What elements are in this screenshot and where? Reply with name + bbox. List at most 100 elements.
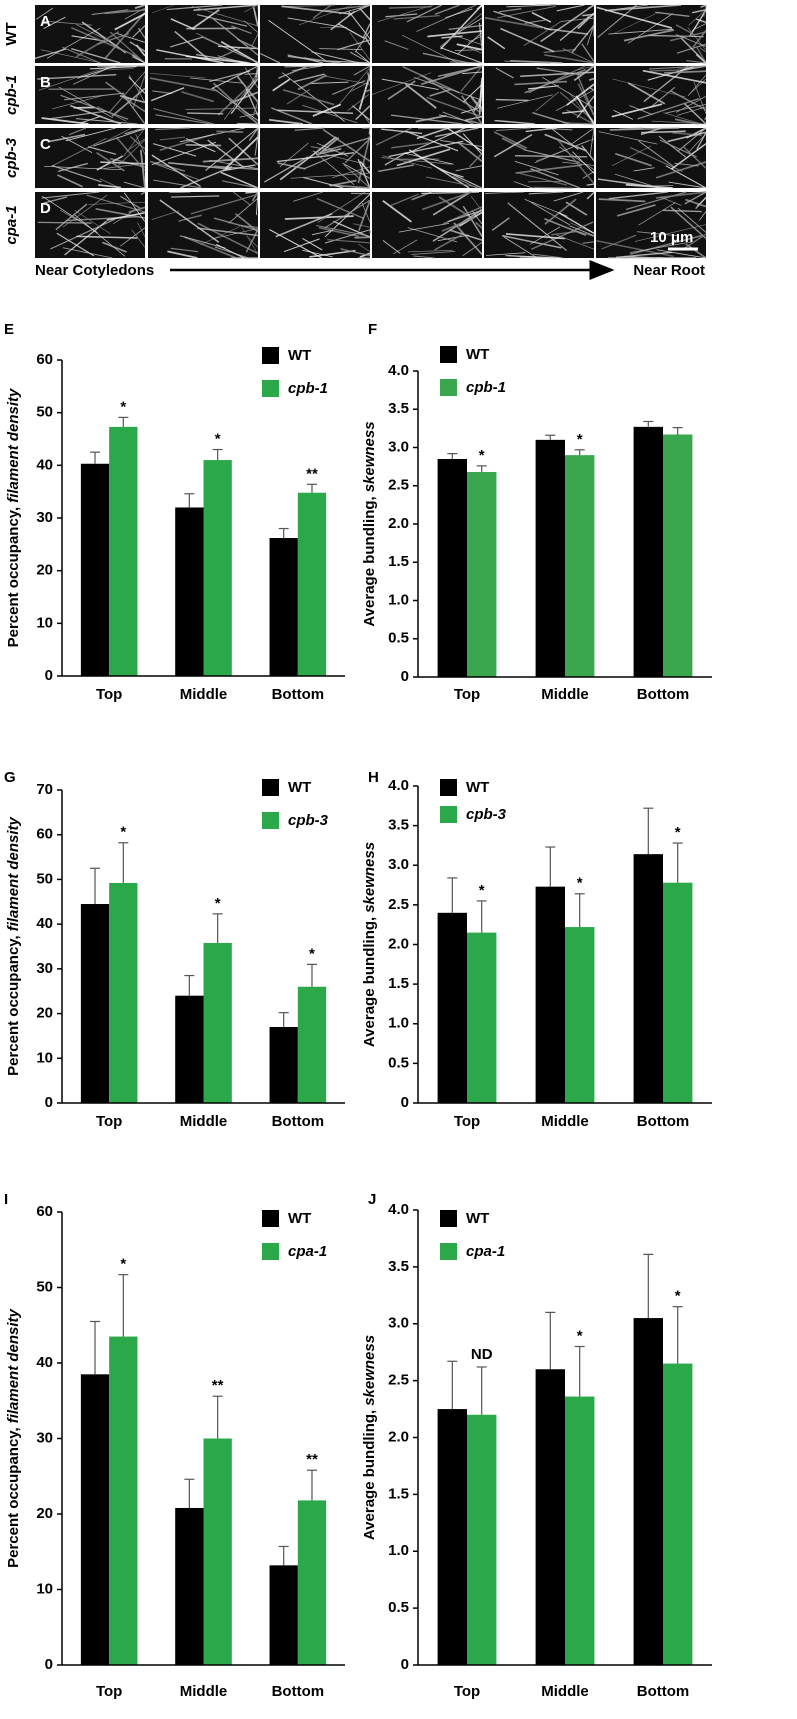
filament [700,4,707,8]
filament [403,152,454,165]
filament [293,73,325,83]
filament [153,179,202,189]
legend-swatch [262,1243,279,1260]
y-axis-label-text: Average bundling, [361,917,378,1047]
y-axis-label: Average bundling, skewness [361,1335,378,1540]
filament [41,195,98,233]
filament [151,4,175,14]
filament [155,114,211,125]
filament [442,111,474,125]
panel-letter: B [40,74,51,91]
filament [655,161,707,179]
filament [217,45,259,50]
filament [586,24,595,46]
filament [685,243,707,259]
filament [311,229,334,236]
filament [96,151,125,172]
filament [493,131,528,149]
filament [313,150,366,165]
filament [513,181,533,189]
filament [503,236,538,259]
filament [616,204,656,217]
filament [76,65,117,79]
filament [193,4,259,12]
filament [216,130,244,133]
y-tick-label: 0 [401,668,409,685]
y-tick-label: 40 [36,456,53,473]
filament [416,4,477,32]
legend-swatch [440,1210,457,1227]
filament [245,88,259,117]
filament [638,202,676,226]
filament [558,211,595,234]
filament [648,34,704,38]
filament [406,4,443,23]
filament [344,138,371,164]
filament [70,104,122,125]
bar [109,426,138,676]
bar [203,460,232,676]
filament [601,234,637,250]
filament [532,253,564,259]
filament [159,199,220,243]
bar [535,439,565,677]
filament [236,122,259,125]
filament [62,247,113,259]
filament [309,249,356,258]
filament [534,140,589,164]
filament [528,191,564,195]
filament [418,127,468,130]
x-tick-label: Top [454,686,480,703]
filament [466,118,483,125]
filament [535,91,560,112]
filament [656,249,707,259]
filament [695,54,707,64]
y-tick-label: 1.0 [388,1542,409,1559]
filament [566,83,595,106]
y-axis-label: Percent occupancy, filament density [5,816,22,1075]
filament [251,191,259,202]
filament [556,4,585,12]
legend-label: WT [466,779,489,796]
y-axis-label: Percent occupancy, filament density [5,1308,22,1567]
filament [460,65,483,92]
filament [212,82,259,125]
filament [302,249,333,258]
filament [272,78,291,92]
filament [531,11,552,23]
filament [362,23,371,39]
filament [663,112,702,125]
filament [576,230,595,237]
filament [642,69,707,84]
filament [106,127,132,142]
filament [353,223,371,228]
bar [437,912,467,1103]
y-axis-label-italic: filament density [5,1308,22,1423]
filament [486,252,526,256]
x-tick-label: Bottom [272,1683,325,1700]
filament [169,191,191,193]
filament [555,89,595,112]
filament [524,69,587,94]
filament [100,161,146,165]
filament [494,119,535,125]
filament [462,133,483,155]
filament [244,67,259,89]
filament [310,81,349,84]
legend-label: cpb-1 [288,380,328,397]
filament [405,130,459,152]
filament [325,75,371,85]
y-axis-label-italic: filament density [5,816,22,931]
bar [663,882,693,1103]
y-axis-label-text: Average bundling, [361,1410,378,1540]
filament [641,130,686,134]
y-tick-label: 3.5 [388,817,409,834]
x-tick-label: Bottom [637,1683,690,1700]
filament [462,205,483,237]
filament [670,143,707,170]
filament [670,90,707,111]
filament [562,110,585,114]
filament [611,145,652,167]
filament [441,216,476,232]
micrograph [484,128,594,188]
